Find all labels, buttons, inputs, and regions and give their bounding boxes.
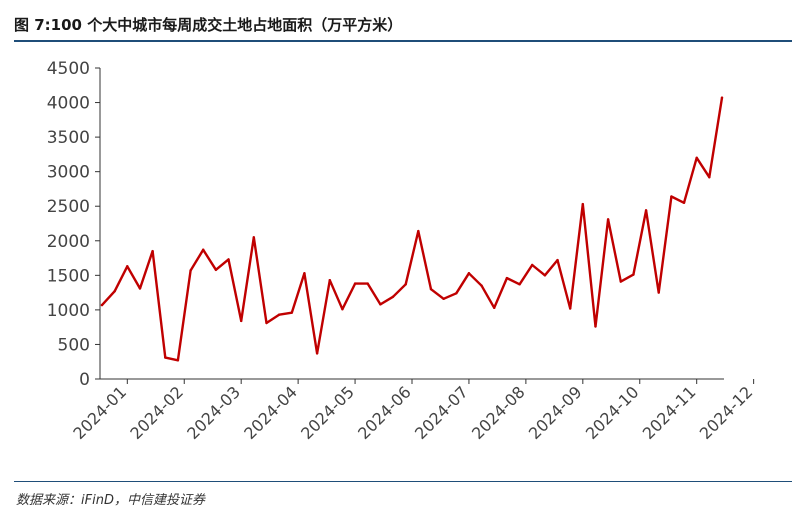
- y-axis: 0 500 1000 1500 2000 2500 3000 3500 4000 4500: [47, 59, 101, 390]
- title-divider: [14, 40, 792, 42]
- data-point: [619, 280, 622, 283]
- series-group: [100, 96, 724, 362]
- y-tick-label: 2000: [47, 232, 90, 252]
- data-point: [556, 258, 559, 262]
- footer-divider: [14, 481, 792, 482]
- data-point: [606, 218, 610, 221]
- x-tick-label: 2024-08: [468, 382, 529, 443]
- x-tick-label: 2024-07: [411, 382, 472, 443]
- data-point: [189, 269, 192, 272]
- y-tick-label: 2500: [47, 197, 90, 217]
- x-tick-label: 2024-10: [582, 382, 643, 443]
- y-tick-label: 4000: [47, 94, 90, 114]
- data-point: [568, 307, 572, 310]
- data-point: [708, 175, 711, 179]
- y-tick-label: 0: [79, 370, 90, 390]
- data-point: [202, 248, 205, 251]
- data-point: [695, 156, 698, 160]
- data-point: [720, 96, 724, 99]
- x-tick-label: 2024-02: [126, 382, 187, 443]
- data-point: [480, 284, 483, 287]
- data-point: [214, 268, 218, 272]
- data-point: [277, 313, 281, 316]
- x-tick-label: 2024-03: [183, 382, 244, 443]
- data-point: [353, 282, 357, 285]
- series-line: [100, 96, 724, 362]
- chart-title: 图 7:100 个大中城市每周成交土地占地面积（万平方米）: [14, 16, 403, 34]
- data-point: [151, 249, 154, 253]
- y-tick-label: 1000: [47, 301, 90, 321]
- data-point: [126, 265, 129, 268]
- x-tick-label: 2024-05: [297, 382, 358, 443]
- data-point: [493, 306, 496, 310]
- data-point: [265, 321, 268, 325]
- y-tick-label: 4500: [47, 59, 90, 79]
- data-point: [138, 287, 142, 290]
- data-point: [467, 272, 471, 275]
- data-point: [290, 311, 293, 314]
- source-note: 数据来源：iFinD，中信建投证券: [16, 493, 205, 508]
- data-point: [594, 325, 597, 328]
- x-tick-label: 2024-09: [525, 382, 586, 443]
- data-point: [581, 202, 585, 206]
- y-tick-label: 500: [58, 335, 90, 355]
- data-point: [379, 303, 382, 306]
- data-point: [657, 291, 660, 294]
- data-point: [315, 352, 319, 355]
- x-tick-label: 2024-11: [639, 382, 700, 443]
- x-tick-label: 2024-01: [69, 382, 130, 443]
- data-point: [303, 272, 306, 275]
- data-point: [455, 292, 458, 295]
- y-tick-label: 1500: [47, 266, 90, 286]
- line-chart: 0 500 1000 1500 2000 2500 3000 3500 4000 4500 202…: [47, 59, 757, 443]
- data-point: [505, 276, 509, 280]
- x-tick-label: 2024-06: [354, 382, 415, 443]
- data-point: [239, 319, 243, 323]
- data-point: [644, 209, 648, 212]
- data-point: [328, 278, 331, 282]
- data-point: [518, 283, 521, 286]
- x-tick-label: 2024-12: [696, 382, 757, 443]
- data-point: [404, 283, 407, 286]
- data-point: [442, 297, 445, 301]
- data-point: [670, 195, 673, 198]
- y-tick-label: 3500: [47, 128, 90, 148]
- data-point: [632, 273, 635, 276]
- data-point: [543, 274, 547, 277]
- data-point: [100, 303, 104, 307]
- data-point: [682, 201, 686, 204]
- data-point: [113, 290, 116, 293]
- x-tick-label: 2024-04: [240, 382, 301, 443]
- data-point: [417, 229, 420, 233]
- data-point: [176, 359, 180, 362]
- data-point: [366, 282, 369, 285]
- data-point: [227, 258, 230, 261]
- data-point: [341, 307, 344, 311]
- x-axis: 2024-012024-022024-032024-042024-052024-…: [69, 378, 757, 443]
- y-tick-label: 3000: [47, 163, 90, 183]
- data-point: [164, 356, 167, 359]
- data-point: [391, 295, 395, 298]
- data-point: [531, 263, 534, 267]
- data-point: [252, 236, 256, 239]
- data-point: [429, 287, 433, 291]
